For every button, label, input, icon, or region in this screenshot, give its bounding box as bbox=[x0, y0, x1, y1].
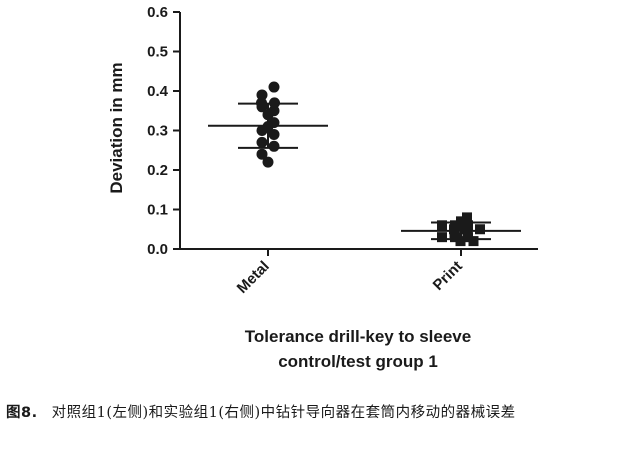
data-point-circle bbox=[256, 89, 268, 101]
data-point-circle bbox=[256, 148, 268, 160]
figure-label: 图8. bbox=[6, 405, 38, 421]
data-points bbox=[256, 81, 485, 247]
y-tick-label: 0.2 bbox=[147, 162, 168, 179]
figure-caption-text: 对照组1(左侧)和实验组1(右侧)中钻针导向器在套筒内移动的器械误差 bbox=[51, 405, 516, 421]
y-axis bbox=[173, 11, 181, 250]
category-label: Metal bbox=[234, 258, 273, 297]
data-point-circle bbox=[256, 125, 268, 136]
y-tick-labels: 0.0 0.1 0.2 0.3 0.4 0.5 0.6 bbox=[147, 4, 169, 258]
data-point-circle bbox=[256, 136, 268, 148]
data-point-square bbox=[475, 224, 485, 235]
data-point-square bbox=[437, 232, 447, 243]
data-point-circle bbox=[268, 140, 280, 152]
x-axis-title-line-1: Tolerance drill-key to sleeve bbox=[245, 327, 471, 346]
x-axis-title-line-2: control/test group 1 bbox=[278, 352, 438, 371]
data-point-circle bbox=[262, 156, 274, 168]
data-point-circle bbox=[268, 81, 280, 93]
x-axis bbox=[180, 248, 538, 256]
y-tick-label: 0.5 bbox=[147, 44, 168, 61]
data-point-square bbox=[450, 232, 460, 243]
data-point-square bbox=[462, 212, 472, 223]
y-tick-label: 0.0 bbox=[147, 241, 168, 258]
y-tick-label: 0.6 bbox=[147, 4, 168, 21]
data-point-circle bbox=[268, 128, 280, 140]
y-tick-label: 0.3 bbox=[147, 123, 168, 140]
category-label: Print bbox=[430, 258, 466, 294]
data-point-square bbox=[455, 236, 466, 247]
data-point-square bbox=[468, 236, 479, 247]
scatter-chart: 0.0 0.1 0.2 0.3 0.4 0.5 0.6 Deviation in mm Me… bbox=[107, 4, 538, 371]
mean-sd-bars bbox=[208, 102, 521, 241]
y-axis-title: Deviation in mm bbox=[107, 62, 126, 193]
data-point-square bbox=[437, 220, 447, 231]
data-point-square bbox=[456, 216, 466, 227]
data-point-square bbox=[463, 232, 473, 243]
figure-caption: 图8. 对照组1(左侧)和实验组1(右侧)中钻针导向器在套筒内移动的器械误差 bbox=[6, 402, 636, 424]
y-tick-label: 0.1 bbox=[147, 202, 168, 219]
y-tick-label: 0.4 bbox=[147, 83, 169, 100]
category-labels: Metal Print bbox=[234, 258, 466, 297]
